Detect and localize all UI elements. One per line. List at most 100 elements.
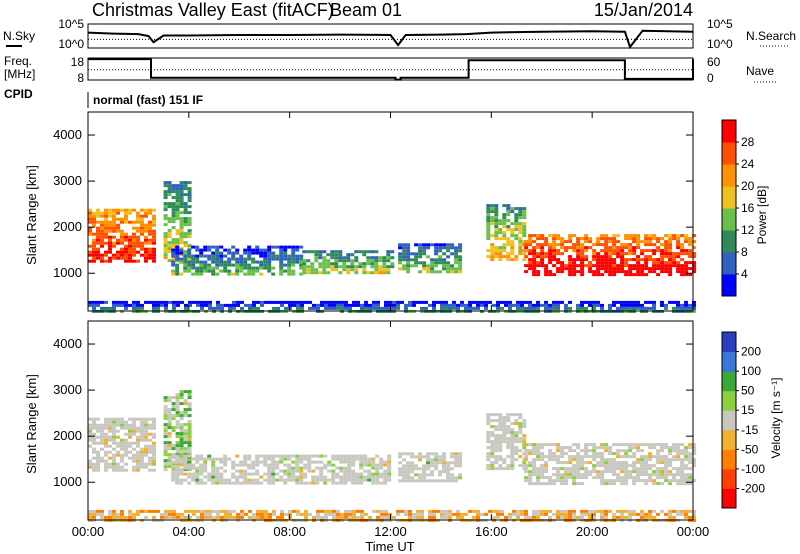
power-cell	[354, 265, 359, 269]
velocity-cell	[163, 423, 168, 427]
power-cell	[644, 243, 649, 247]
power-cell	[144, 241, 148, 245]
velocity-cell	[616, 509, 620, 513]
velocity-cell	[112, 509, 116, 513]
power-cell	[402, 258, 407, 262]
power-cell	[104, 259, 108, 263]
power-cell	[195, 245, 200, 249]
power-cell	[580, 273, 585, 277]
power-cell	[172, 300, 176, 304]
power-cell	[140, 214, 144, 218]
power-cell	[564, 303, 568, 307]
velocity-cell	[343, 472, 348, 476]
velocity-cell	[319, 475, 324, 479]
velocity-cell	[648, 464, 653, 468]
velocity-cell	[528, 482, 533, 486]
velocity-cell	[604, 449, 609, 453]
velocity-cell	[211, 457, 216, 461]
power-cell	[163, 253, 168, 257]
power-cell	[140, 229, 144, 233]
power-cell	[259, 272, 264, 276]
power-cell	[334, 250, 339, 254]
power-cell	[414, 264, 419, 268]
velocity-cell	[191, 457, 196, 461]
velocity-cell	[279, 478, 284, 482]
power-cell	[252, 303, 256, 307]
velocity-cell	[195, 481, 200, 485]
velocity-cell	[175, 435, 180, 439]
velocity-cell	[532, 461, 537, 465]
velocity-cell	[335, 454, 340, 458]
velocity-cell	[656, 467, 661, 471]
velocity-cell	[636, 449, 641, 453]
velocity-cell	[548, 452, 553, 456]
velocity-cell	[600, 479, 605, 483]
velocity-cell	[124, 426, 128, 430]
power-cell	[672, 237, 677, 241]
velocity-cell	[608, 464, 613, 468]
velocity-cell	[454, 452, 459, 456]
velocity-cell	[124, 453, 128, 457]
velocity-cell	[616, 473, 621, 477]
power-cell	[644, 306, 648, 310]
power-cell	[544, 243, 549, 247]
velocity-cell	[128, 417, 132, 421]
power-cell	[183, 263, 188, 267]
power-cell	[175, 211, 180, 215]
velocity-cell	[351, 460, 356, 464]
velocity-cell	[152, 423, 156, 427]
power-cell	[448, 303, 452, 307]
velocity-cell	[656, 455, 661, 459]
velocity-cell	[291, 472, 296, 476]
power-cell	[692, 240, 697, 244]
power-cell	[314, 268, 319, 272]
power-cell	[195, 272, 200, 276]
velocity-cell	[247, 472, 252, 476]
power-cell	[684, 240, 689, 244]
velocity-cell	[267, 454, 272, 458]
power-cell	[187, 232, 192, 236]
velocity-cell	[454, 461, 459, 465]
velocity-cell	[179, 438, 184, 442]
power-cell	[256, 306, 260, 310]
power-cell	[386, 259, 391, 263]
power-cell	[692, 306, 696, 310]
velocity-cell	[648, 509, 652, 513]
velocity-cell	[320, 515, 324, 519]
power-cell	[518, 207, 523, 211]
velocity-cell	[624, 509, 628, 513]
power-cell	[171, 202, 176, 206]
velocity-cell	[510, 443, 515, 447]
power-cell	[374, 259, 379, 263]
power-cell	[251, 272, 256, 276]
power-cell	[223, 266, 228, 270]
velocity-cell	[580, 467, 585, 471]
velocity-cell	[636, 458, 641, 462]
power-cell	[187, 254, 192, 258]
power-cell	[402, 255, 407, 259]
velocity-cell	[279, 475, 284, 479]
velocity-cell	[486, 452, 491, 456]
power-cell	[264, 300, 268, 304]
velocity-cell	[380, 512, 384, 516]
power-cell	[450, 264, 455, 268]
velocity-cell	[295, 475, 300, 479]
velocity-cell	[291, 454, 296, 458]
power-cell	[514, 216, 519, 220]
velocity-cell	[120, 447, 124, 451]
power-cell	[532, 261, 537, 265]
power-cell	[628, 303, 632, 307]
power-cell	[175, 196, 180, 200]
velocity-cell	[283, 463, 288, 467]
power-cell	[163, 244, 168, 248]
power-cell	[291, 248, 296, 252]
power-cell	[612, 243, 617, 247]
velocity-cell	[183, 423, 188, 427]
velocity-cell	[92, 468, 96, 472]
power-cell	[604, 267, 609, 271]
power-cell	[418, 243, 423, 247]
power-cell	[354, 271, 359, 275]
velocity-cell	[672, 455, 677, 459]
velocity-cell	[372, 509, 376, 513]
power-heatmap	[88, 181, 697, 313]
